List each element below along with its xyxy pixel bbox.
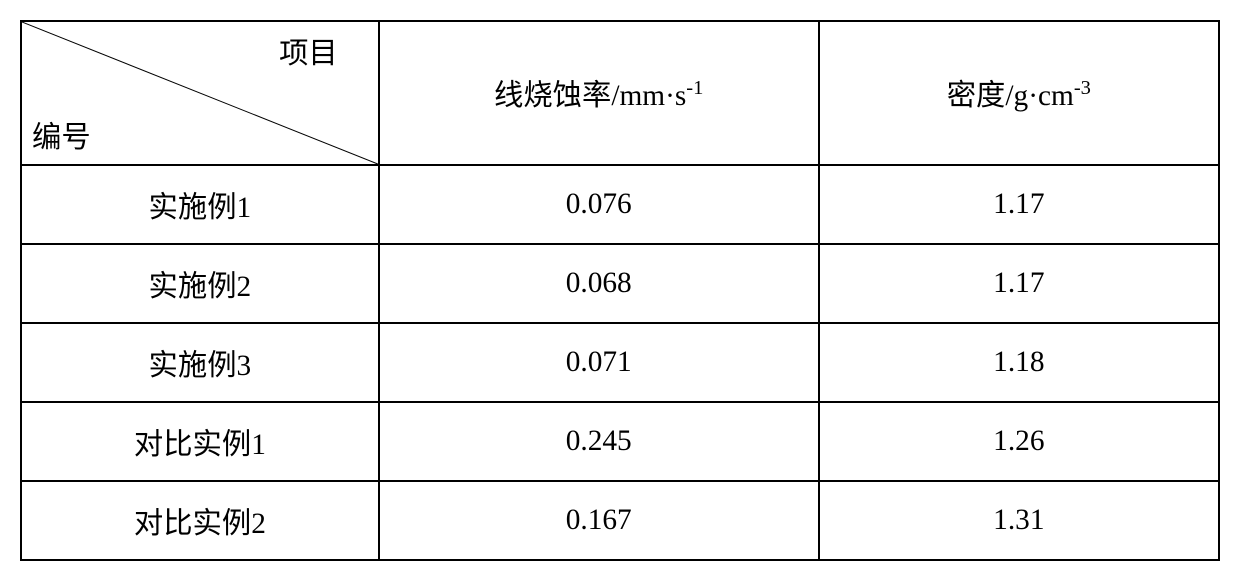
table-row: 对比实例10.2451.26 bbox=[21, 402, 1219, 481]
col-header-2-text: 密度/g·cm bbox=[947, 80, 1074, 112]
col-header-1-text: 线烧蚀率/mm·s bbox=[494, 80, 686, 112]
col-header-2: 密度/g·cm-3 bbox=[819, 21, 1219, 165]
cell-value: 1.31 bbox=[819, 481, 1219, 560]
data-table: 项目 编号 线烧蚀率/mm·s-1 密度/g·cm-3 实施例10.0761.1… bbox=[20, 20, 1220, 561]
table-row: 实施例30.0711.18 bbox=[21, 323, 1219, 402]
cell-value: 0.167 bbox=[379, 481, 819, 560]
row-label: 实施例2 bbox=[21, 244, 379, 323]
row-label: 对比实例1 bbox=[21, 402, 379, 481]
col-header-2-sup: -3 bbox=[1074, 77, 1091, 99]
cell-value: 1.18 bbox=[819, 323, 1219, 402]
cell-value: 0.076 bbox=[379, 165, 819, 244]
diagonal-bottom-label: 编号 bbox=[32, 114, 91, 156]
cell-value: 0.068 bbox=[379, 244, 819, 323]
cell-value: 1.26 bbox=[819, 402, 1219, 481]
diagonal-top-label: 项目 bbox=[279, 30, 338, 72]
row-label: 实施例1 bbox=[21, 165, 379, 244]
header-row: 项目 编号 线烧蚀率/mm·s-1 密度/g·cm-3 bbox=[21, 21, 1219, 165]
table-body: 实施例10.0761.17实施例20.0681.17实施例30.0711.18对… bbox=[21, 165, 1219, 560]
cell-value: 1.17 bbox=[819, 165, 1219, 244]
cell-value: 0.071 bbox=[379, 323, 819, 402]
diagonal-header-cell: 项目 编号 bbox=[21, 21, 379, 165]
table-row: 实施例20.0681.17 bbox=[21, 244, 1219, 323]
table-row: 对比实例20.1671.31 bbox=[21, 481, 1219, 560]
row-label: 对比实例2 bbox=[21, 481, 379, 560]
row-label: 实施例3 bbox=[21, 323, 379, 402]
cell-value: 0.245 bbox=[379, 402, 819, 481]
col-header-1: 线烧蚀率/mm·s-1 bbox=[379, 21, 819, 165]
cell-value: 1.17 bbox=[819, 244, 1219, 323]
col-header-1-sup: -1 bbox=[686, 77, 703, 99]
table-row: 实施例10.0761.17 bbox=[21, 165, 1219, 244]
